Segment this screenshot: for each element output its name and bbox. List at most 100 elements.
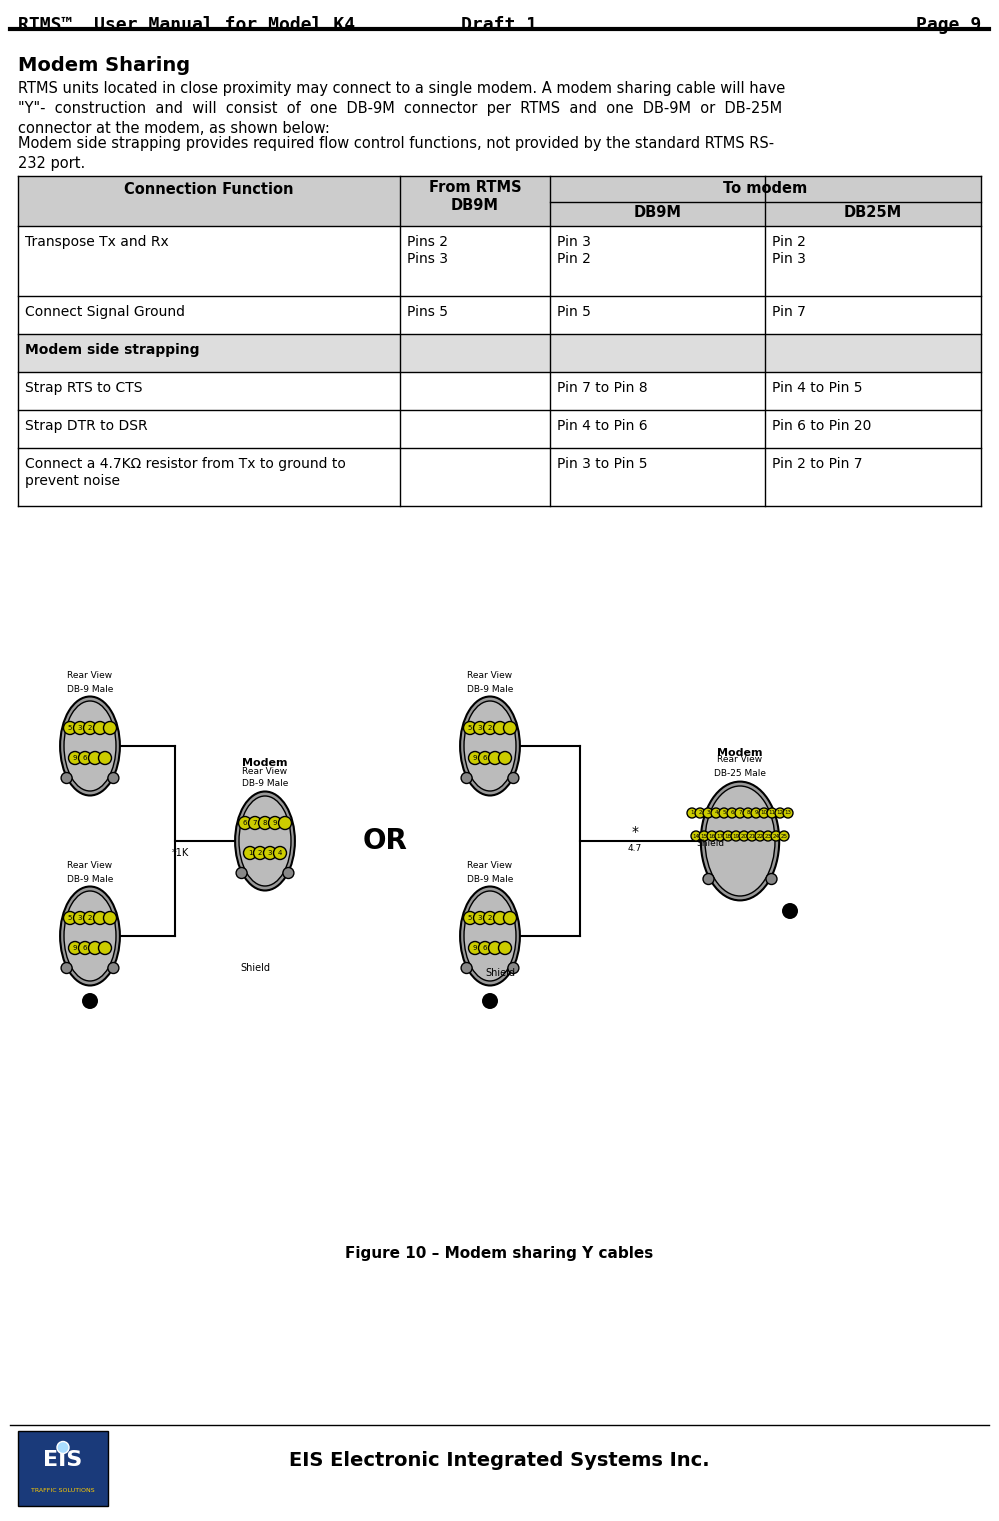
Circle shape [494, 721, 506, 735]
Text: Pin 4 to Pin 5: Pin 4 to Pin 5 [772, 380, 862, 395]
Ellipse shape [461, 697, 519, 795]
Circle shape [489, 941, 501, 955]
Circle shape [79, 751, 92, 765]
Text: 2: 2 [88, 916, 92, 922]
Circle shape [64, 911, 77, 925]
Text: 3: 3 [78, 726, 82, 732]
Circle shape [99, 751, 112, 765]
Text: 8: 8 [263, 820, 268, 826]
Text: 1: 1 [248, 850, 253, 856]
Text: prevent noise: prevent noise [25, 475, 120, 488]
Circle shape [64, 721, 77, 735]
Bar [18, 1431, 108, 1506]
Circle shape [269, 817, 282, 829]
Circle shape [89, 751, 102, 765]
Text: 6: 6 [730, 811, 733, 815]
Text: 6: 6 [83, 945, 87, 951]
Circle shape [715, 830, 725, 841]
Circle shape [755, 830, 765, 841]
Text: "Y"-  construction  and  will  consist  of  one  DB-9M  connector  per  RTMS  an: "Y"- construction and will consist of on… [18, 100, 782, 116]
Text: 24: 24 [772, 834, 779, 838]
Text: 2: 2 [88, 726, 92, 732]
Circle shape [474, 911, 487, 925]
Circle shape [507, 963, 518, 973]
Circle shape [727, 808, 737, 818]
Circle shape [279, 817, 292, 829]
Circle shape [84, 911, 97, 925]
Text: Modem side strapping: Modem side strapping [25, 344, 200, 357]
Circle shape [94, 721, 107, 735]
Text: *1K: *1K [172, 849, 189, 858]
Text: DB-9 Male: DB-9 Male [467, 875, 513, 884]
Circle shape [69, 751, 82, 765]
Text: 2: 2 [698, 811, 701, 815]
Text: Modem Sharing: Modem Sharing [18, 56, 190, 75]
Circle shape [264, 847, 277, 859]
Text: 21: 21 [748, 834, 755, 838]
Text: 6: 6 [483, 754, 488, 760]
Text: 5: 5 [68, 726, 72, 732]
Circle shape [484, 911, 497, 925]
Text: Pins 3: Pins 3 [407, 252, 448, 266]
Text: 11: 11 [768, 811, 775, 815]
Circle shape [99, 941, 112, 955]
Circle shape [469, 941, 482, 955]
Text: DB-9 Male: DB-9 Male [467, 684, 513, 694]
Text: 3: 3 [706, 811, 709, 815]
Ellipse shape [235, 791, 295, 890]
Text: 22: 22 [756, 834, 763, 838]
Text: 25: 25 [780, 834, 787, 838]
Text: Rear View: Rear View [243, 767, 288, 776]
Text: Pin 4 to Pin 6: Pin 4 to Pin 6 [557, 418, 647, 433]
Text: Shield: Shield [240, 963, 270, 973]
Circle shape [489, 751, 501, 765]
Text: 17: 17 [716, 834, 723, 838]
Text: Pin 2 to Pin 7: Pin 2 to Pin 7 [772, 456, 862, 472]
Text: 9: 9 [473, 945, 478, 951]
Text: 8: 8 [746, 811, 750, 815]
Text: OR: OR [363, 827, 408, 855]
Text: 7: 7 [253, 820, 258, 826]
Text: Modem: Modem [242, 757, 288, 768]
Text: Rear View: Rear View [717, 756, 762, 765]
Circle shape [771, 830, 781, 841]
Text: 6: 6 [483, 945, 488, 951]
Circle shape [499, 751, 511, 765]
Circle shape [82, 993, 98, 1008]
Circle shape [462, 773, 473, 783]
Text: 5: 5 [468, 726, 473, 732]
Text: 6: 6 [243, 820, 247, 826]
Text: 5: 5 [468, 916, 473, 922]
Text: Rear View: Rear View [68, 861, 113, 870]
Circle shape [283, 867, 294, 879]
Text: 19: 19 [732, 834, 739, 838]
Circle shape [479, 751, 492, 765]
Circle shape [464, 721, 477, 735]
Text: Modem side strapping provides required flow control functions, not provided by t: Modem side strapping provides required f… [18, 135, 774, 151]
Ellipse shape [464, 891, 516, 981]
Circle shape [507, 773, 518, 783]
Text: 20: 20 [740, 834, 747, 838]
Circle shape [767, 808, 777, 818]
Text: Rear View: Rear View [468, 861, 512, 870]
Text: 232 port.: 232 port. [18, 157, 85, 170]
Text: DB-25 Male: DB-25 Male [714, 768, 766, 777]
Text: Modem: Modem [717, 748, 763, 757]
Circle shape [104, 721, 117, 735]
Text: DB9M: DB9M [633, 205, 681, 221]
Text: Pin 3: Pin 3 [557, 236, 590, 249]
Circle shape [707, 830, 717, 841]
Text: Strap DTR to DSR: Strap DTR to DSR [25, 418, 148, 433]
Text: Transpose Tx and Rx: Transpose Tx and Rx [25, 236, 169, 249]
Text: Pin 2: Pin 2 [557, 252, 590, 266]
Text: Page 9: Page 9 [916, 17, 981, 33]
Text: 9: 9 [473, 754, 478, 760]
Text: 4: 4 [714, 811, 717, 815]
Text: EIS Electronic Integrated Systems Inc.: EIS Electronic Integrated Systems Inc. [289, 1451, 709, 1471]
Text: 10: 10 [760, 811, 767, 815]
Text: 9: 9 [754, 811, 758, 815]
Text: 4.7: 4.7 [628, 844, 642, 853]
Text: 3: 3 [478, 726, 483, 732]
Circle shape [462, 963, 473, 973]
Ellipse shape [239, 795, 291, 887]
